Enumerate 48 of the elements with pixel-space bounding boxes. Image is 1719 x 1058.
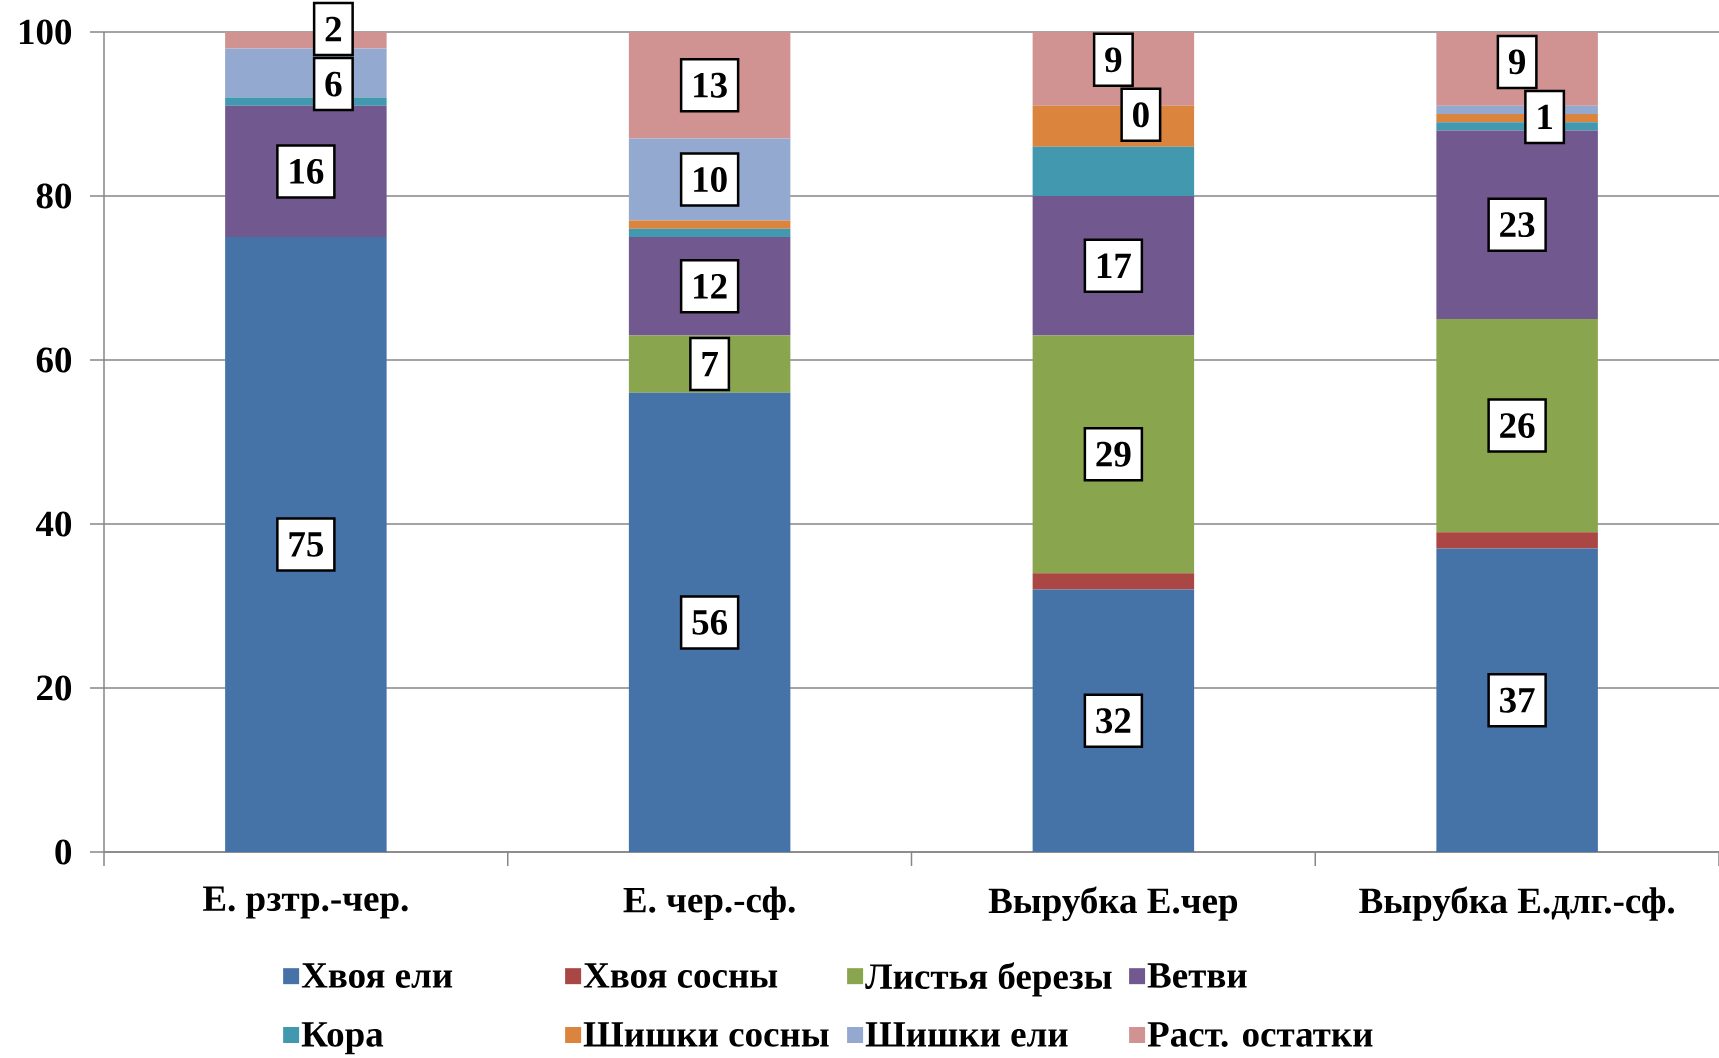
bar bbox=[1032, 589, 1195, 852]
x-tick-label: Вырубка Е.чер bbox=[988, 886, 1238, 921]
bar bbox=[628, 392, 791, 852]
bar bbox=[1436, 548, 1598, 852]
y-tick-label: 20 bbox=[37, 675, 72, 701]
legend-label: Листья березы bbox=[865, 962, 1112, 997]
data-label: 9 bbox=[1508, 49, 1526, 75]
data-label: 32 bbox=[1096, 708, 1131, 734]
x-tick-label: Вырубка Е.длг.-сф. bbox=[1359, 886, 1675, 921]
legend-label: Хвоя сосны bbox=[583, 963, 778, 988]
y-tick-label: 40 bbox=[35, 511, 72, 537]
data-label: 9 bbox=[1105, 47, 1122, 73]
x-tick-label: Е. рзтр.-чер. bbox=[203, 886, 408, 919]
legend-label: Шишки сосны bbox=[583, 1022, 829, 1047]
data-label: 12 bbox=[694, 273, 727, 299]
bar bbox=[1436, 532, 1598, 549]
bar bbox=[225, 236, 387, 852]
bar bbox=[628, 220, 791, 229]
data-label: 0 bbox=[1133, 102, 1149, 128]
bar bbox=[1032, 335, 1195, 574]
data-label: 37 bbox=[1500, 687, 1535, 713]
legend-label: Ветви bbox=[1147, 963, 1247, 988]
data-label: 26 bbox=[1500, 413, 1535, 439]
x-tick-label: Е. чер.-сф. bbox=[623, 886, 795, 921]
data-label: 6 bbox=[325, 71, 342, 97]
bar bbox=[1032, 573, 1195, 590]
y-tick-label: 100 bbox=[19, 19, 72, 45]
data-label: 2 bbox=[325, 16, 342, 42]
data-label: 17 bbox=[1097, 253, 1131, 278]
data-label: 56 bbox=[692, 609, 728, 635]
legend-label: Шишки ели bbox=[865, 1022, 1068, 1047]
data-label: 1 bbox=[1538, 104, 1552, 130]
data-label: 75 bbox=[289, 532, 324, 557]
y-tick-label: 80 bbox=[36, 183, 72, 209]
bar bbox=[1032, 146, 1195, 196]
data-label: 29 bbox=[1096, 441, 1131, 467]
y-tick-label: 0 bbox=[55, 839, 72, 865]
y-tick-label: 60 bbox=[36, 347, 72, 373]
data-label: 13 bbox=[694, 72, 727, 98]
data-label: 23 bbox=[1500, 212, 1535, 238]
data-label: 10 bbox=[694, 167, 727, 193]
legend-label: Кора bbox=[301, 1022, 384, 1055]
data-label: 16 bbox=[290, 158, 324, 184]
legend-label: Хвоя ели bbox=[301, 963, 453, 988]
bar bbox=[1436, 318, 1598, 533]
legend-label: Раст. остатки bbox=[1147, 1022, 1373, 1047]
bar bbox=[628, 228, 791, 237]
data-label: 7 bbox=[702, 351, 718, 377]
